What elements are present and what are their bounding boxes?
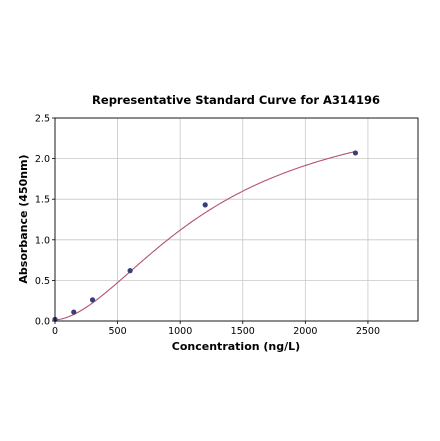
x-tick-label: 2000 [293, 326, 317, 337]
y-tick-label: 2.0 [35, 154, 50, 165]
x-tick-label: 500 [109, 326, 127, 337]
x-tick-label: 1500 [231, 326, 255, 337]
plot-area [54, 117, 419, 322]
data-point [127, 268, 133, 274]
y-axis-label: Absorbance (450nm) [17, 154, 30, 283]
x-axis-label: Concentration (ng/L) [172, 340, 300, 353]
data-points [52, 150, 359, 322]
grid [55, 118, 418, 321]
data-point [352, 150, 359, 156]
x-tick-label: 0 [52, 326, 58, 337]
data-point [89, 297, 96, 303]
y-tick-label: 1.0 [35, 235, 50, 246]
fitted-curve [54, 150, 356, 321]
y-axis-ticks: 0.0 0.5 1.0 1.5 2.0 2.5 [35, 114, 55, 328]
y-tick-label: 2.5 [35, 114, 50, 125]
y-tick-label: 0.0 [35, 317, 50, 328]
x-axis-ticks: 0 500 1000 1500 2000 2500 [52, 321, 380, 337]
y-tick-label: 1.5 [35, 195, 50, 206]
y-tick-label: 0.5 [35, 276, 50, 287]
data-point [202, 202, 208, 208]
data-point [71, 309, 77, 315]
x-tick-label: 1000 [168, 326, 192, 337]
chart-title: Representative Standard Curve for A31419… [92, 93, 380, 107]
x-tick-label: 2500 [356, 326, 380, 337]
